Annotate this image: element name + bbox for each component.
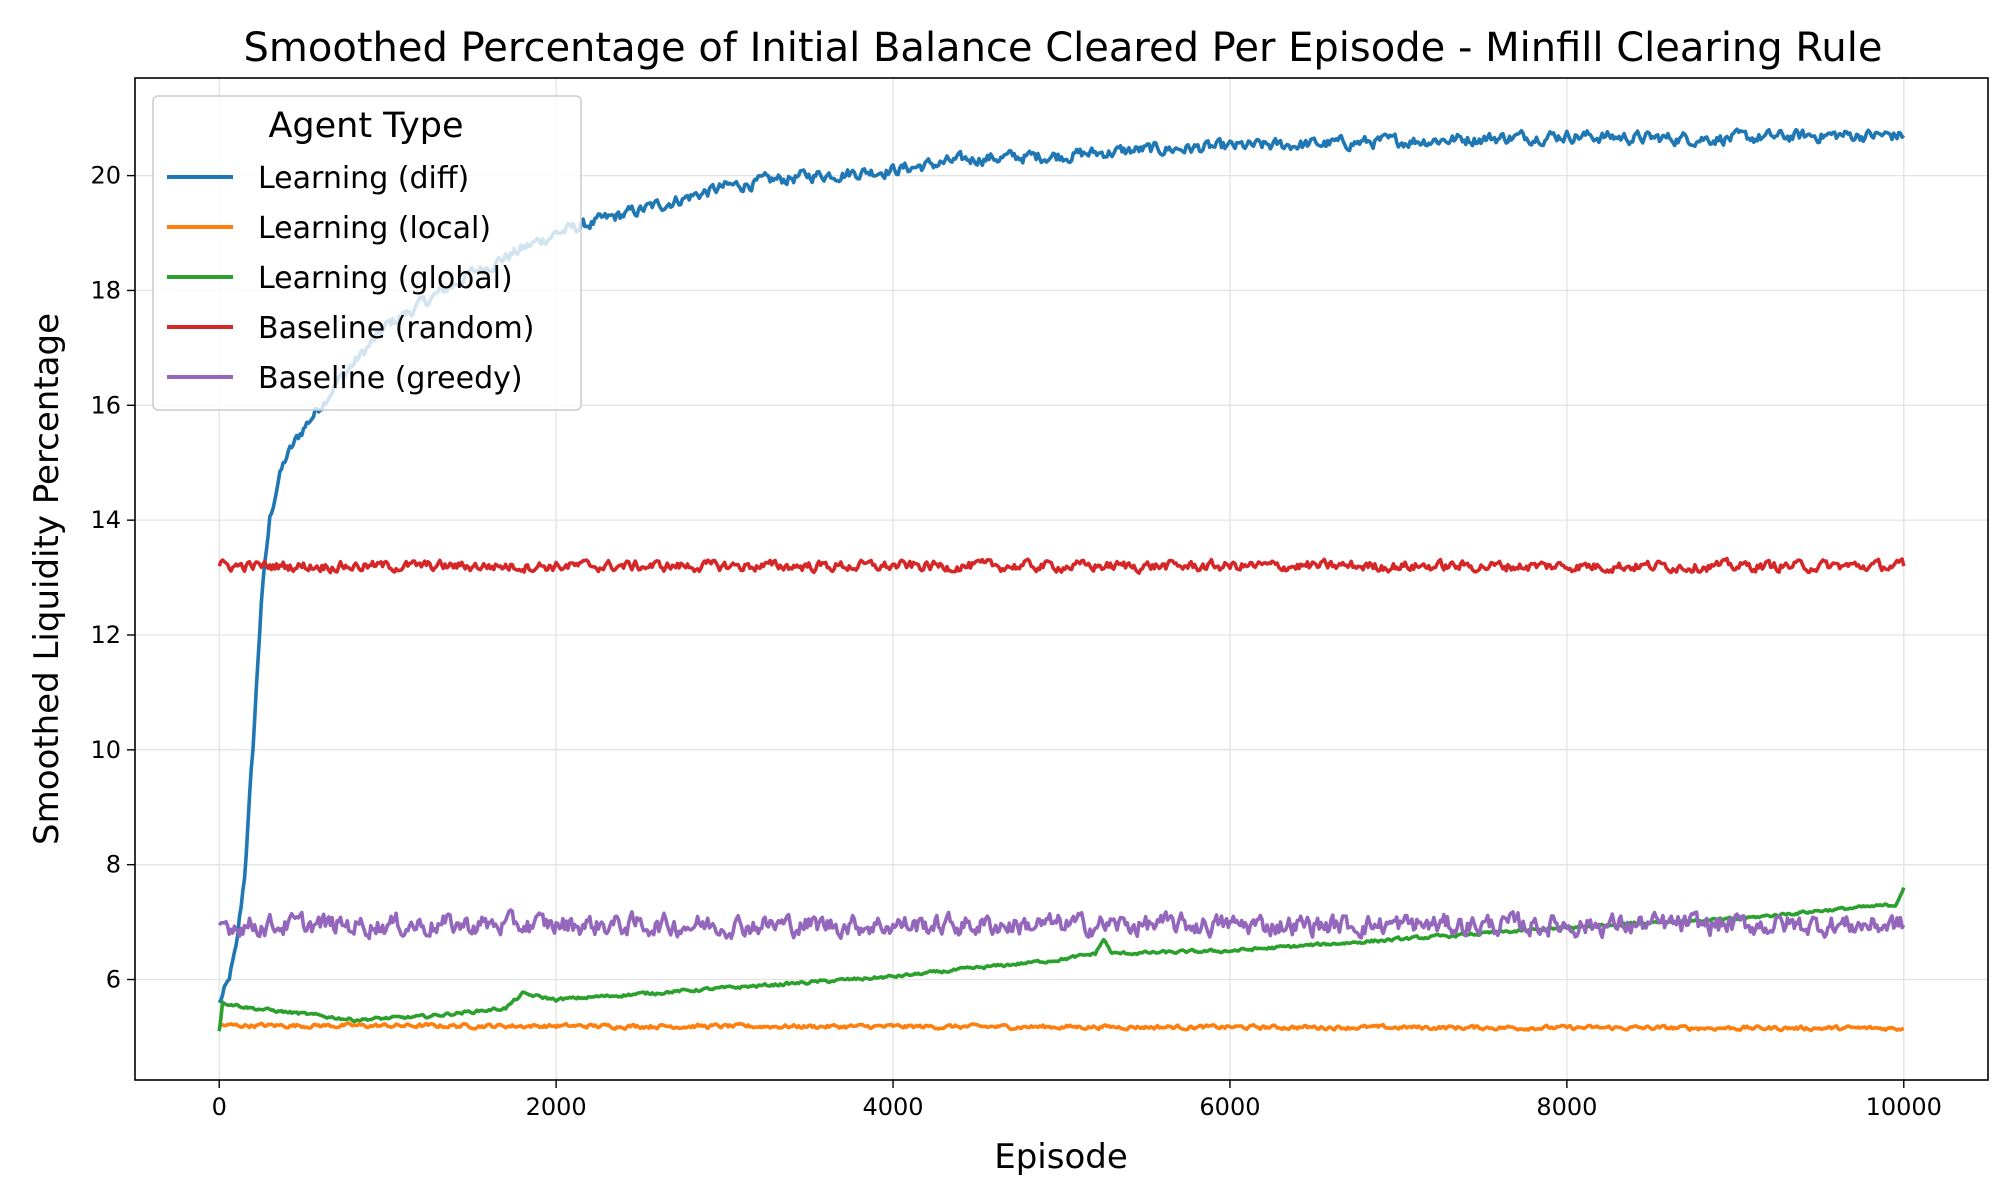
legend-title: Agent Type — [268, 106, 463, 146]
legend-label: Learning (diff) — [258, 161, 469, 196]
x-tick-label: 0 — [212, 1093, 227, 1121]
legend-label: Learning (local) — [258, 211, 491, 246]
series-line-3 — [217, 556, 1906, 575]
x-tick-label: 8000 — [1536, 1093, 1597, 1121]
grid — [135, 78, 1988, 1080]
plot-series — [217, 127, 1906, 1033]
y-tick-label: 6 — [106, 966, 121, 994]
y-tick-label: 14 — [90, 506, 121, 534]
chart-title: Smoothed Percentage of Initial Balance C… — [244, 25, 1883, 71]
y-tick-label: 16 — [90, 391, 121, 419]
y-tick-label: 18 — [90, 276, 121, 304]
plot-frame — [134, 77, 1989, 1081]
axis-ticks: 0 2000 4000 6000 8000 10000 6 8 10 12 14 16 18 20 — [90, 162, 1941, 1121]
x-axis-title: Episode — [994, 1137, 1128, 1177]
x-tick-label: 10000 — [1866, 1093, 1942, 1121]
y-tick-label: 8 — [106, 851, 121, 879]
series-line-4 — [217, 908, 1906, 941]
y-tick-label: 20 — [90, 162, 121, 190]
y-axis-title: Smoothed Liquidity Percentage — [27, 313, 67, 845]
series-line-1 — [218, 1021, 1905, 1033]
y-tick-label: 10 — [90, 736, 121, 764]
x-tick-label: 6000 — [1199, 1093, 1260, 1121]
x-tick-label: 2000 — [526, 1093, 587, 1121]
legend-label: Learning (global) — [258, 261, 513, 296]
legend-label: Baseline (random) — [258, 311, 535, 346]
x-tick-label: 4000 — [863, 1093, 924, 1121]
legend: Agent Type Learning (diff) Learning (loca… — [152, 95, 582, 411]
y-tick-label: 12 — [90, 621, 121, 649]
legend-box — [152, 95, 582, 411]
legend-label: Baseline (greedy) — [258, 361, 523, 396]
